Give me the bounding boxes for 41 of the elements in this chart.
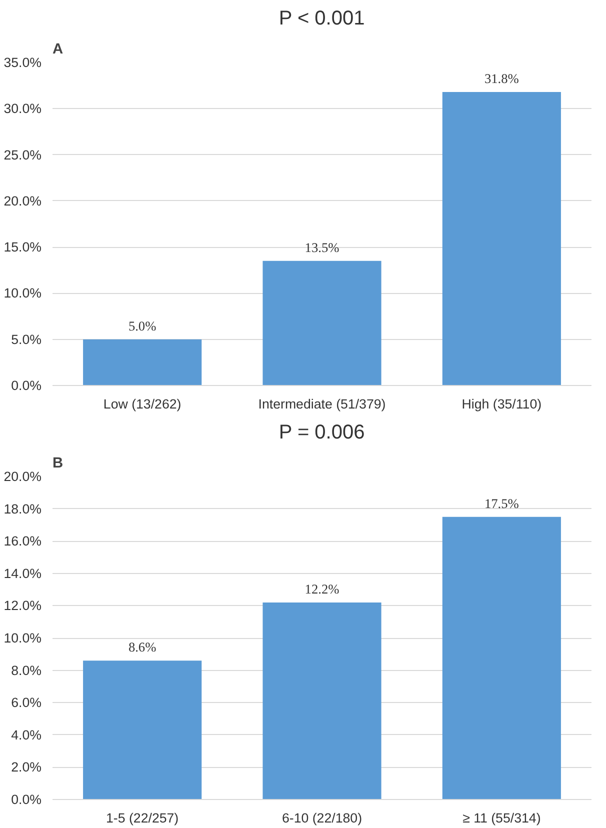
data-label: 5.0% (128, 318, 156, 334)
y-tick-label: 16.0% (4, 534, 42, 549)
y-tick-label: 0.0% (11, 378, 42, 393)
y-tick-label: 2.0% (11, 760, 42, 775)
y-tick-label: 5.0% (11, 332, 42, 347)
y-tick-label: 25.0% (4, 147, 42, 162)
bar (442, 92, 561, 386)
x-tick-label: Intermediate (51/379) (258, 396, 386, 412)
y-tick-label: 12.0% (4, 598, 42, 614)
x-tick-label: High (35/110) (462, 396, 542, 412)
y-tick-label: 14.0% (4, 566, 42, 581)
bar (262, 602, 382, 800)
data-label: 12.2% (304, 581, 340, 596)
y-tick-label: 8.0% (11, 662, 42, 678)
y-tick-label: 10.0% (4, 630, 42, 646)
data-label: 13.5% (304, 240, 340, 255)
y-tick-label: 6.0% (11, 695, 42, 710)
x-tick-label: ≥ 11 (55/314) (462, 810, 541, 826)
bar (262, 260, 382, 386)
y-tick-label: 20.0% (4, 469, 42, 484)
y-tick-label: 20.0% (4, 193, 42, 208)
text: A (52, 42, 64, 58)
y-tick-label: 35.0% (4, 55, 42, 70)
data-label: 31.8% (484, 71, 519, 86)
y-tick-label: 18.0% (4, 501, 42, 516)
x-tick-label: Low (13/262) (103, 396, 182, 412)
chart-title: P < 0.001 (278, 8, 365, 30)
data-label: 8.6% (128, 640, 156, 655)
bar (442, 516, 561, 800)
y-tick-label: 0.0% (11, 792, 42, 807)
bar (83, 660, 202, 800)
y-tick-label: 4.0% (11, 727, 42, 742)
x-tick-label: 1-5 (22/257) (106, 810, 179, 826)
y-tick-label: 15.0% (4, 240, 42, 255)
bar (83, 339, 202, 386)
chart-title: P = 0.006 (278, 422, 365, 444)
text: B (52, 456, 64, 472)
data-label: 17.5% (484, 496, 519, 511)
y-tick-label: 30.0% (4, 101, 42, 116)
y-tick-label: 10.0% (4, 286, 42, 301)
x-tick-label: 6-10 (22/180) (282, 810, 362, 826)
